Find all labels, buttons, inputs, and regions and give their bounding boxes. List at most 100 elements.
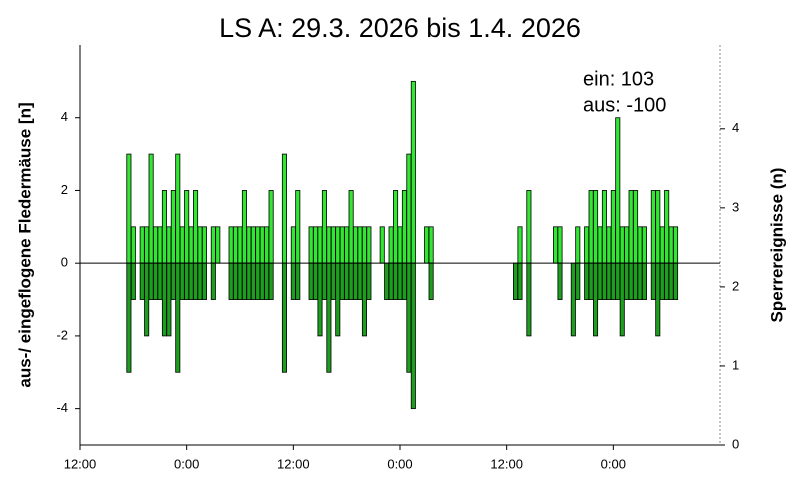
bar: [428, 262, 434, 300]
bar: [610, 262, 616, 300]
bar: [161, 190, 167, 264]
bar: [357, 262, 363, 300]
bar: [326, 262, 332, 373]
bar: [148, 262, 154, 300]
bar: [673, 262, 679, 300]
bar: [233, 226, 239, 264]
bar: [410, 80, 416, 264]
chart-title: LS A: 29.3. 2026 bis 1.4. 2026: [219, 13, 581, 43]
bar: [659, 262, 665, 300]
bar: [601, 262, 607, 300]
y2-tick-label: 0: [732, 436, 739, 451]
bar: [148, 153, 154, 264]
bar: [201, 262, 207, 300]
bar: [410, 262, 416, 410]
bar: [130, 262, 136, 300]
bar: [281, 262, 287, 373]
bar: [313, 226, 319, 264]
x-tick-label: 0:00: [174, 456, 199, 471]
x-tick-label: 0:00: [601, 456, 626, 471]
bar: [633, 190, 639, 264]
bar: [157, 226, 163, 264]
bar: [397, 226, 403, 264]
y-tick-label: 4: [61, 109, 68, 124]
bar: [655, 190, 661, 264]
bar: [215, 226, 221, 264]
bar: [641, 226, 647, 264]
bar: [366, 226, 372, 264]
bar: [237, 262, 243, 300]
bar: [615, 262, 621, 300]
bar: [139, 262, 145, 300]
bar: [353, 262, 359, 300]
bar: [255, 226, 261, 264]
bar: [179, 262, 185, 300]
bar: [628, 262, 634, 300]
bar: [144, 226, 150, 264]
bar: [313, 262, 319, 300]
bar: [668, 226, 674, 264]
bar: [517, 262, 523, 300]
bar: [624, 262, 630, 300]
bar: [321, 262, 327, 300]
bar: [406, 262, 412, 373]
y-tick-label: -4: [56, 400, 68, 415]
bar: [553, 226, 559, 264]
bar: [233, 262, 239, 300]
bar: [606, 226, 612, 264]
bar: [619, 226, 625, 264]
bar: [424, 226, 430, 264]
bar: [153, 262, 159, 300]
bar: [615, 117, 621, 264]
bar: [659, 226, 665, 264]
bar: [401, 190, 407, 264]
bar: [335, 262, 341, 337]
bar: [330, 226, 336, 264]
bar: [397, 262, 403, 300]
bar: [513, 262, 519, 300]
bar: [388, 262, 394, 300]
bar: [250, 262, 256, 300]
annotation: aus: -100: [583, 94, 666, 116]
bar: [664, 190, 670, 264]
x-tick-label: 12:00: [490, 456, 523, 471]
bar: [193, 190, 199, 264]
bar: [379, 226, 385, 264]
bar: [517, 226, 523, 264]
bar: [597, 262, 603, 300]
y2-axis-label: Sperrereignisse (n): [767, 168, 786, 323]
bar: [246, 226, 252, 264]
bar: [201, 226, 207, 264]
bar: [664, 262, 670, 300]
bar: [228, 262, 234, 300]
y-tick-label: -2: [56, 327, 68, 342]
bar: [308, 262, 314, 300]
bar: [650, 190, 656, 264]
bar: [197, 226, 203, 264]
bar: [166, 226, 172, 264]
bar: [250, 226, 256, 264]
bar: [584, 226, 590, 264]
bar: [655, 262, 661, 337]
bar: [361, 262, 367, 337]
bar: [619, 262, 625, 337]
bar: [597, 226, 603, 264]
bar: [575, 226, 581, 264]
bar: [593, 262, 599, 337]
bar: [339, 262, 345, 300]
bar: [268, 190, 274, 264]
y2-tick-label: 4: [732, 120, 739, 135]
bar: [335, 226, 341, 264]
bar: [588, 262, 594, 300]
x-tick-label: 12:00: [64, 456, 97, 471]
bar: [188, 262, 194, 300]
bar: [290, 262, 296, 300]
bar: [601, 190, 607, 264]
bar: [384, 262, 390, 300]
bar: [170, 262, 176, 300]
bar: [393, 262, 399, 300]
bar: [139, 226, 145, 264]
bar: [348, 190, 354, 264]
bar: [268, 262, 274, 300]
